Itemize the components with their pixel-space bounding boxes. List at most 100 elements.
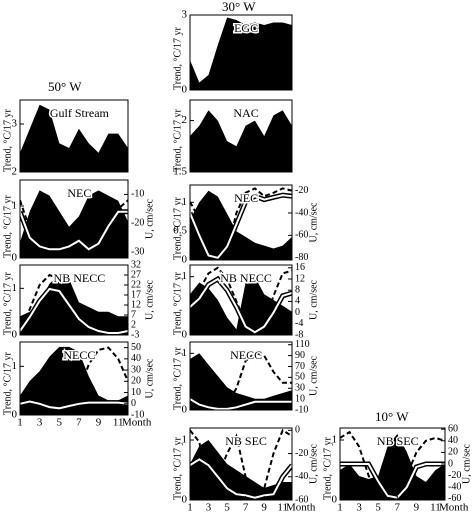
velocity-line: [340, 463, 445, 499]
velocity-line: [190, 187, 292, 260]
y2-tick-label: -40: [448, 482, 461, 493]
frame: [19, 341, 129, 416]
y2-axis-label: U, cm/sec: [308, 279, 319, 320]
x-tick-label: 7: [243, 502, 249, 511]
x-tick-label: 1: [17, 417, 23, 429]
y2-tick-label: 70: [295, 361, 305, 372]
panel-label: Gulf Stream: [50, 106, 110, 120]
panel-label: NECC: [63, 348, 95, 362]
y-tick-label: 1: [182, 196, 188, 208]
y2-tick-label: 12: [131, 299, 141, 310]
y-tick-label: 0.5: [173, 225, 187, 237]
plot: [190, 428, 292, 500]
plot: [20, 273, 128, 335]
y2-tick-label: 60: [448, 423, 458, 434]
y-axis-label: Trend, °C/17 yr: [172, 272, 183, 335]
y2-tick-label: -60: [295, 494, 308, 505]
panel-label: NEC: [67, 186, 91, 200]
frame: [189, 264, 293, 336]
y2-tick-label: 10: [295, 393, 305, 404]
y2-tick-label: 20: [131, 376, 141, 387]
y2-tick-label: 0: [295, 307, 300, 318]
y2-tick-label: 40: [448, 435, 458, 446]
x-tick-label: 3: [356, 502, 362, 511]
panel: 0 0.5 1 -80 -60 -40 -20 Trend, °C/17 yr U, cm/se…: [172, 184, 319, 266]
y2-tick-label: 2: [131, 319, 136, 330]
y-tick-label: 0: [12, 252, 18, 264]
x-axis-label: Month: [286, 502, 316, 511]
y-tick-label: 1: [12, 282, 18, 294]
x-tick-label: 11: [430, 502, 441, 511]
frame: [189, 427, 293, 501]
x-tick-label: 11: [113, 417, 124, 429]
y2-axis-label: U, cm/sec: [144, 198, 155, 239]
panel-label: NAC: [233, 106, 258, 120]
y-tick-label: 0: [182, 329, 188, 341]
trend-area: [340, 434, 445, 500]
y2-tick-label: -10: [295, 404, 308, 415]
x-tick-label: 9: [261, 502, 267, 511]
y-tick-label: 0: [332, 494, 338, 506]
x-tick-label: 5: [375, 502, 381, 511]
y2-axis-label: U, cm/sec: [308, 202, 319, 243]
y2-tick-label: -20: [295, 448, 308, 459]
y-axis-label: Trend, °C/17 yr: [172, 109, 183, 172]
y2-axis-label: U, cm/sec: [308, 355, 319, 396]
plot: [20, 190, 128, 258]
plot: [190, 187, 292, 260]
y-tick-label: 0: [12, 329, 18, 341]
velocity-line: [20, 287, 128, 334]
y2-tick-label: -80: [295, 252, 308, 263]
y-tick-label: 3: [12, 118, 18, 130]
y2-tick-label: 10: [131, 387, 141, 398]
y2-tick-label: -40: [295, 207, 308, 218]
x-tick-label: 9: [414, 502, 420, 511]
x-tick-label: 3: [206, 502, 212, 511]
y-tick-label: 1: [182, 434, 188, 446]
x-axis-label: Month: [122, 417, 152, 429]
panel-label: NECC: [230, 348, 262, 362]
y2-tick-label: 8: [295, 284, 300, 295]
y2-tick-label: 0: [448, 458, 453, 469]
frame: [189, 14, 293, 91]
plot: [20, 346, 128, 415]
y2-tick-label: 90: [295, 350, 305, 361]
y2-tick-label: 32: [131, 259, 141, 270]
velocity-line: [190, 458, 292, 499]
plot: [340, 430, 445, 500]
panel-label: NEC: [234, 191, 258, 205]
panel-label: NB NECC: [54, 271, 106, 285]
y-tick-label: 1: [332, 434, 338, 446]
y2-axis-label: U, cm/sec: [144, 279, 155, 320]
y2-tick-label: -20: [448, 470, 461, 481]
y-tick-label: 1: [12, 360, 18, 372]
velocity-line: [190, 266, 292, 331]
panel-label: NB SEC: [225, 434, 267, 448]
y2-tick-label: 7: [131, 309, 136, 320]
trend-area: [190, 190, 292, 260]
y-tick-label: 2: [12, 166, 18, 178]
y-axis-label: Trend, °C/17 yr: [2, 272, 13, 335]
y2-tick-label: -60: [448, 493, 461, 504]
y2-tick-label: 50: [295, 372, 305, 383]
y2-tick-label: 17: [131, 289, 141, 300]
panel-label: NB SEC: [377, 434, 419, 448]
y-tick-label: 0: [182, 84, 188, 96]
y-tick-label: 0: [12, 409, 18, 421]
y2-tick-label: -60: [295, 230, 308, 241]
heading: 30° W: [222, 0, 256, 14]
y2-tick-label: -8: [295, 329, 303, 340]
x-tick-label: 1: [337, 502, 343, 511]
y2-tick-label: -20: [295, 185, 308, 196]
trend-area: [20, 346, 128, 415]
y2-tick-label: -30: [131, 247, 144, 258]
y2-tick-label: -40: [295, 471, 308, 482]
y-tick-label: 2: [182, 114, 188, 126]
panel-label: NB NECC: [220, 271, 272, 285]
panel: 0 3 Trend, °C/17 yr EGC: [172, 9, 293, 96]
